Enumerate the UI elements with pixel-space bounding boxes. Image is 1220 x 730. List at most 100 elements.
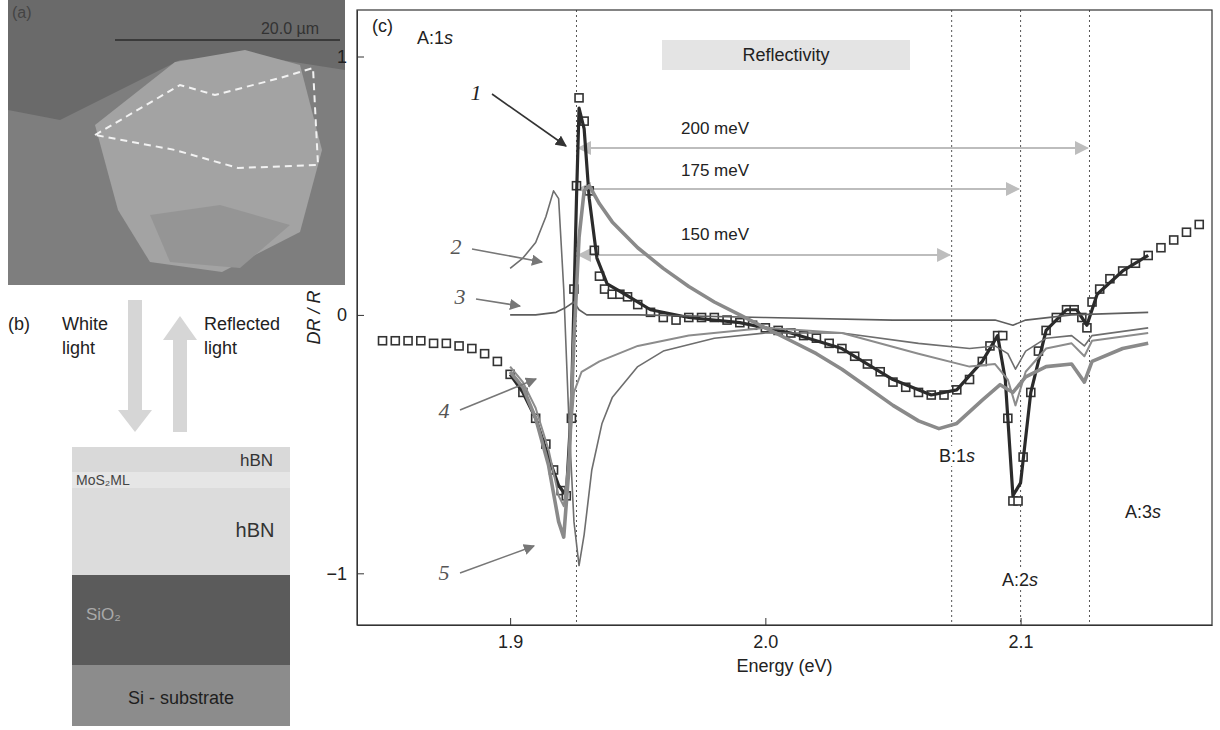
curve <box>510 108 1148 496</box>
tick: 2.1 <box>1009 618 1034 652</box>
flake-shade <box>150 205 290 268</box>
tick: 1 <box>337 47 364 67</box>
panel-c: Reflectivity 200 meV 175 meV 150 meV 1.9 2.0 2… <box>304 10 1213 676</box>
data-point <box>493 357 501 365</box>
tick-label: −1 <box>326 564 347 584</box>
plot-frame <box>357 10 1212 625</box>
data-point <box>1014 497 1022 505</box>
tick-label: 1 <box>337 47 347 67</box>
label-background <box>415 28 455 48</box>
y-axis-title: DR / R <box>304 290 324 344</box>
tick-label: 2.0 <box>753 632 778 652</box>
axis-line <box>357 11 358 626</box>
panel-label: (c) <box>372 16 393 36</box>
image-background <box>8 0 345 285</box>
layer-label: MoS₂ML <box>76 472 130 488</box>
axis: 1.9 2.0 2.1 <box>358 618 1213 652</box>
tick: 0 <box>337 305 364 325</box>
data-point <box>442 339 450 347</box>
data-point <box>608 290 616 298</box>
energy-gap-label: 175 meV <box>681 161 750 180</box>
label-arrow <box>492 94 566 146</box>
exciton-label: A:3s <box>1125 502 1161 522</box>
data-point <box>417 337 425 345</box>
incident-arrow <box>118 300 152 432</box>
label-background <box>937 446 977 466</box>
data-point <box>468 345 476 353</box>
energy-gap-arrow <box>578 147 1087 149</box>
incident-light-label: White light <box>62 314 113 358</box>
curve-label: 1 <box>471 80 482 105</box>
label-background <box>1123 502 1163 522</box>
curve <box>510 328 1148 506</box>
curve-label: 2 <box>451 234 462 259</box>
tick: 2.0 <box>753 618 778 652</box>
data-point <box>391 337 399 345</box>
exciton-label: A:2s <box>1002 570 1038 590</box>
tick-label: 2.1 <box>1009 632 1034 652</box>
data-point <box>1182 228 1190 236</box>
tick-mark <box>765 618 766 625</box>
reflected-arrow <box>163 316 197 432</box>
data-point <box>455 342 463 350</box>
tick-mark <box>510 618 511 625</box>
panel-label: (a) <box>12 4 32 21</box>
panel-b: (b)White lightReflected lighthBNMoS₂MLhB… <box>8 300 290 726</box>
tick: −1 <box>326 564 364 584</box>
tick-mark <box>1021 618 1022 625</box>
energy-gap-label: 150 meV <box>681 225 750 244</box>
data-point <box>1195 220 1203 228</box>
layer <box>72 472 290 488</box>
curve <box>510 191 1148 566</box>
figure: 20.0 µm(a)(b)White lightReflected lighth… <box>0 0 1220 730</box>
layer-label: SiO₂ <box>86 605 121 624</box>
curve-label: 3 <box>454 284 466 309</box>
layer-label: Si - substrate <box>128 688 234 708</box>
data-point <box>601 285 609 293</box>
panel-label: (b) <box>8 314 30 334</box>
label-arrow <box>472 249 542 262</box>
layer-label: hBN <box>236 519 275 541</box>
tick-label: 1.9 <box>498 632 523 652</box>
data-point <box>481 350 489 358</box>
exciton-label: B:1s <box>939 446 975 466</box>
panel-a: 20.0 µm (a) <box>8 0 345 285</box>
curve <box>510 302 1148 325</box>
curve-label: 5 <box>439 560 450 585</box>
data-point <box>404 337 412 345</box>
data-point <box>430 339 438 347</box>
label-background <box>1000 570 1040 590</box>
plot-area <box>379 94 1204 566</box>
label-arrow <box>460 379 536 410</box>
layer <box>72 665 290 726</box>
label-arrow <box>460 546 534 573</box>
data-point <box>575 94 583 102</box>
layer <box>72 488 290 575</box>
region-outline <box>95 68 318 168</box>
x-axis-title: Energy (eV) <box>736 656 832 676</box>
layer-label: hBN <box>240 451 273 470</box>
energy-marker-line <box>1020 10 1021 625</box>
energy-gap-arrow <box>578 254 949 256</box>
axis-line <box>358 625 1213 626</box>
tick-mark <box>357 573 364 574</box>
energy-marker-line <box>951 10 952 625</box>
tick-mark <box>357 57 364 58</box>
data-point <box>999 332 1007 340</box>
exciton-label: A:1s <box>417 28 453 48</box>
scale-bar <box>115 39 340 41</box>
data-point <box>1157 244 1165 252</box>
title-box <box>662 40 910 70</box>
curve <box>510 186 1148 537</box>
scale-bar-label: 20.0 µm <box>261 20 319 37</box>
data-point <box>379 337 387 345</box>
energy-gap-label: 200 meV <box>681 119 750 138</box>
energy-gap-arrow <box>578 188 1018 190</box>
data-point <box>672 316 680 324</box>
layer <box>72 447 290 472</box>
flake <box>95 50 322 272</box>
chart-title: Reflectivity <box>742 45 829 65</box>
data-point <box>1170 236 1178 244</box>
axis: 1 0 −1 <box>326 11 364 626</box>
curve-label: 4 <box>439 398 450 423</box>
